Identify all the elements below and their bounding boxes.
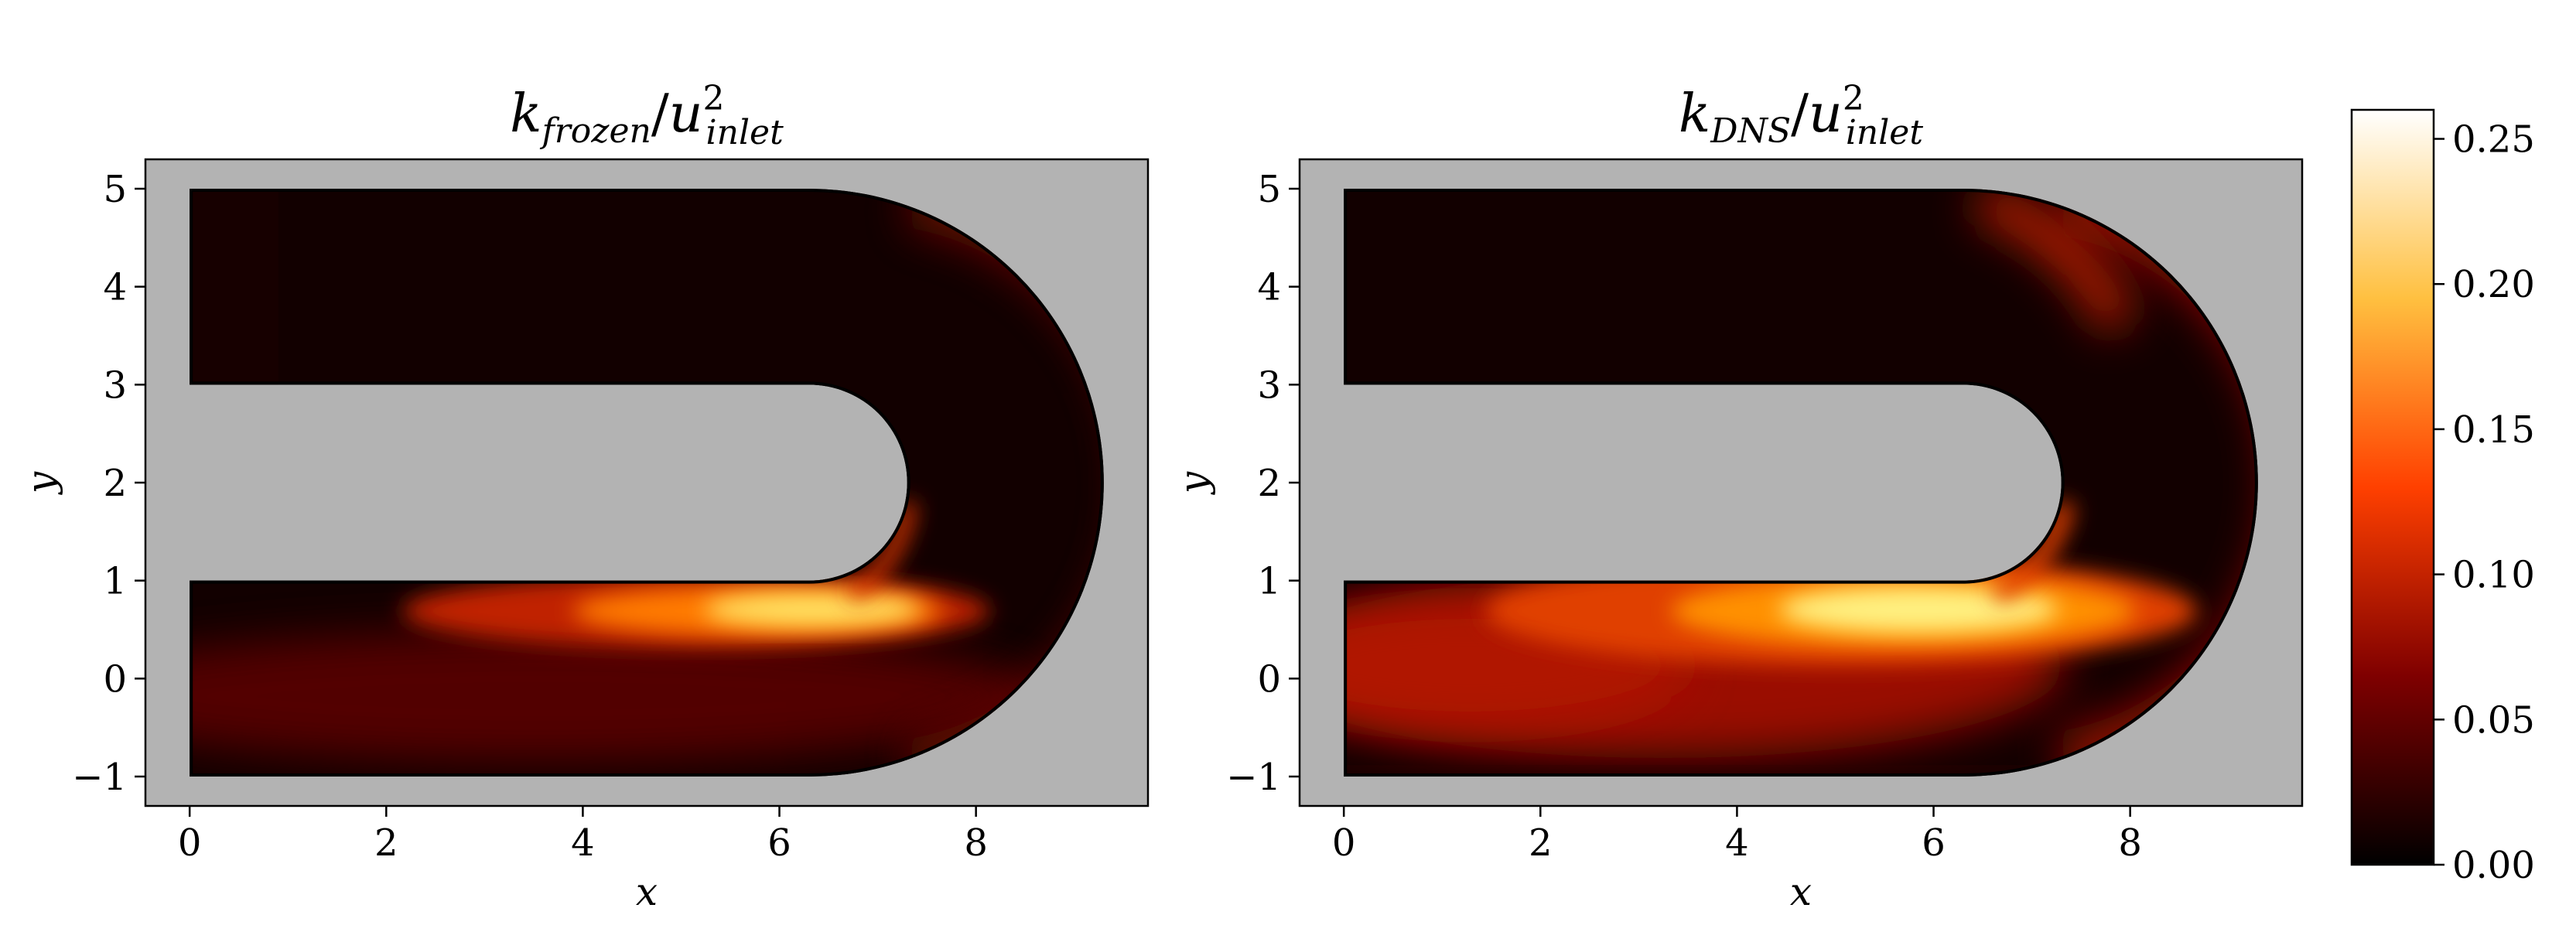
colorbar-gradient	[2350, 108, 2435, 866]
y-tick-label-frozen: −1	[72, 756, 127, 799]
y-tick-label-dns: 0	[1257, 657, 1281, 701]
x-tick-label-frozen: 6	[767, 821, 791, 865]
x-tick-label-frozen: 2	[374, 821, 398, 865]
y-tick-label-dns: 2	[1257, 462, 1281, 505]
x-tick-label-frozen: 4	[571, 821, 595, 865]
y-tick-label-dns: 5	[1257, 168, 1281, 211]
colorbar-tick-label: 0.05	[2452, 698, 2535, 742]
y-tick-label-dns: −1	[1226, 756, 1281, 799]
panel-dns: 0 2 4 6 8 −1 0 1 2 3 4 5 x y kDNS/u2 inlet	[1171, 79, 2304, 914]
colorbar: 0.00 0.05 0.10 0.15 0.20 0.25	[2350, 108, 2535, 887]
colorbar-tick-label: 0.10	[2452, 554, 2535, 597]
y-ticks-dns: −1 0 1 2 3 4 5	[1226, 168, 1300, 799]
y-tick-label-frozen: 0	[103, 657, 127, 701]
y-tick-label-frozen: 5	[103, 168, 127, 211]
y-ticks-frozen: −1 0 1 2 3 4 5	[72, 168, 145, 799]
x-tick-label-frozen: 8	[964, 821, 988, 865]
x-ticks-frozen: 0 2 4 6 8	[178, 806, 988, 865]
x-tick-label-dns: 2	[1529, 821, 1553, 865]
x-axis-label-frozen: x	[636, 869, 658, 914]
x-tick-label-dns: 8	[2118, 821, 2142, 865]
x-tick-label-dns: 6	[1922, 821, 1946, 865]
chart-title-frozen: kfrozen/u2 inlet	[510, 79, 784, 152]
y-tick-label-frozen: 2	[103, 462, 127, 505]
y-axis-label-dns: y	[1171, 471, 1216, 495]
y-tick-label-frozen: 1	[103, 560, 127, 603]
x-tick-label-dns: 0	[1332, 821, 1356, 865]
colorbar-tick-label: 0.20	[2452, 263, 2535, 306]
colorbar-ticks: 0.00 0.05 0.10 0.15 0.20 0.25	[2434, 118, 2535, 887]
y-tick-label-frozen: 4	[103, 266, 127, 309]
panel-frozen: 0 2 4 6 8 −1 0 1 2 3 4 5 x y kfrozen/u2 inlet	[19, 79, 1150, 914]
y-tick-label-dns: 4	[1257, 266, 1281, 309]
colorbar-tick-label: 0.00	[2452, 844, 2535, 887]
y-tick-label-frozen: 3	[103, 364, 127, 407]
colorbar-tick-label: 0.25	[2452, 118, 2535, 162]
colorbar-tick-label: 0.15	[2452, 408, 2535, 452]
chart-title-dns: kDNS/u2 inlet	[1679, 79, 1923, 152]
y-tick-label-dns: 1	[1257, 560, 1281, 603]
x-tick-label-frozen: 0	[178, 821, 202, 865]
y-axis-label-frozen: y	[19, 471, 63, 495]
x-tick-label-dns: 4	[1725, 821, 1749, 865]
x-ticks-dns: 0 2 4 6 8	[1332, 806, 2142, 865]
y-tick-label-dns: 3	[1257, 364, 1281, 407]
x-axis-label-dns: x	[1790, 869, 1812, 914]
